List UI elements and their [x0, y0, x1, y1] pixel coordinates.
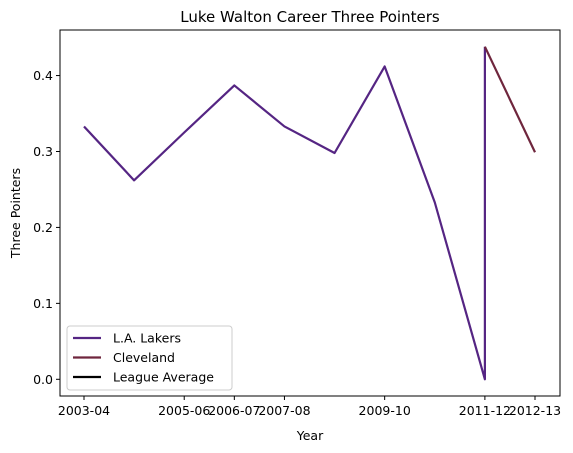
y-tick-label: 0.2	[33, 220, 53, 235]
series-line-cleveland	[483, 46, 536, 153]
chart-title: Luke Walton Career Three Pointers	[180, 8, 440, 26]
y-axis-title: Three Pointers	[8, 168, 23, 259]
legend-box	[66, 325, 233, 391]
y-axis: 0.0 0.1 0.2 0.3 0.4	[33, 68, 60, 387]
y-tick-label: 0.1	[33, 296, 53, 311]
x-tick-label: 2011-12	[459, 403, 511, 418]
plot-lines	[83, 46, 536, 381]
y-tick-label: 0.0	[33, 372, 53, 387]
x-tick-label: 2005-06	[158, 403, 210, 418]
x-axis-title: Year	[296, 428, 324, 443]
x-tick-label: 2003-04	[58, 403, 110, 418]
series-line-l-a-lakers	[83, 46, 486, 381]
y-tick-label: 0.3	[33, 144, 53, 159]
y-tick-label: 0.4	[33, 68, 53, 83]
legend-label: L.A. Lakers	[113, 331, 181, 346]
legend-label: Cleveland	[113, 350, 175, 365]
x-tick-label: 2009-10	[359, 403, 411, 418]
legend-label: League Average	[113, 370, 214, 385]
legend: L.A. Lakers Cleveland League Average	[66, 325, 233, 391]
x-tick-label: 2006-07	[208, 403, 260, 418]
x-tick-label: 2007-08	[258, 403, 310, 418]
x-tick-label: 2012-13	[509, 403, 561, 418]
plot-frame	[59, 29, 561, 397]
